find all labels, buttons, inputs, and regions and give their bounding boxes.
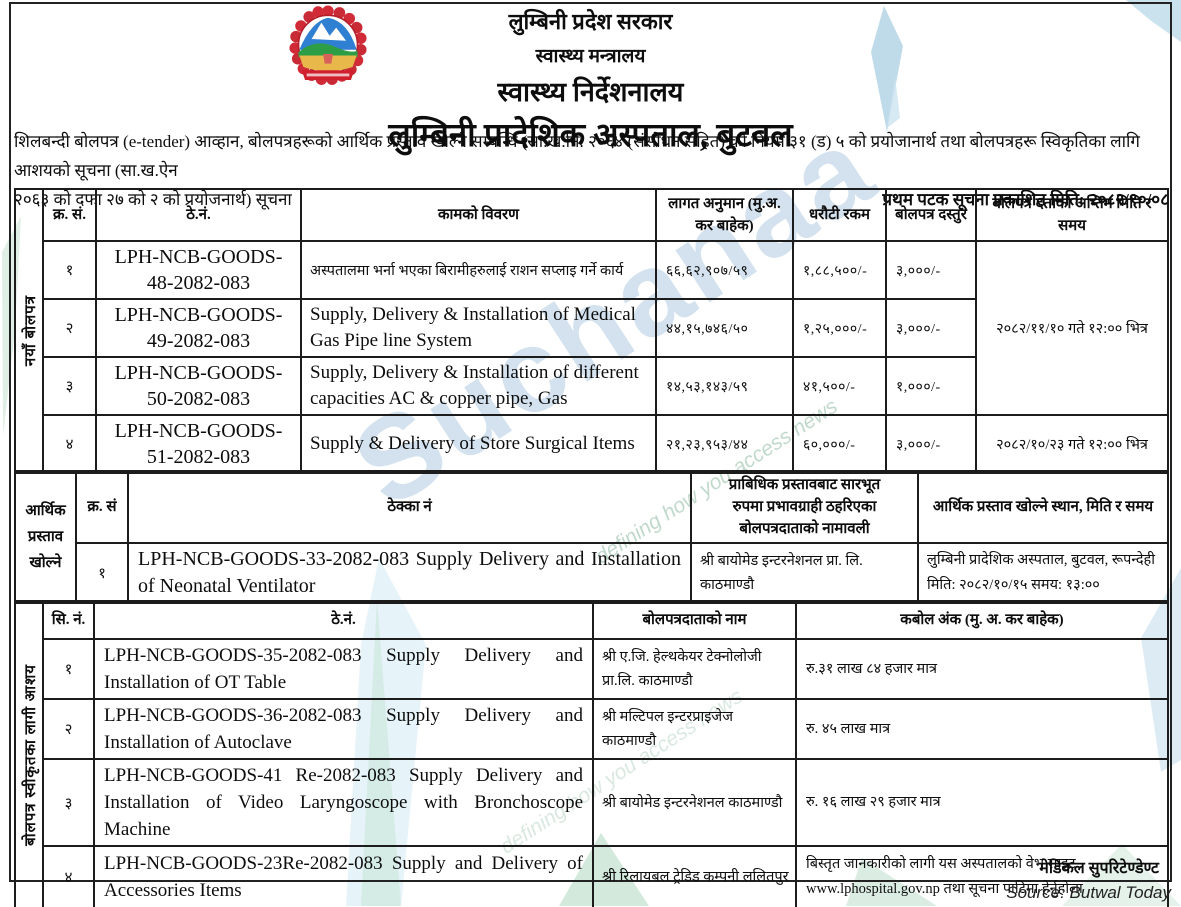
row-estimate: १४,५३,१४३/५९ — [655, 356, 794, 416]
nepal-emblem-logo — [289, 5, 367, 85]
col-header-fee: बोलपत्र दस्तुर — [885, 188, 977, 242]
row-amount: रु. १६ लाख २९ हजार मात्र — [795, 758, 1169, 847]
everest — [311, 22, 347, 41]
row-fee: ३,०००/- — [885, 298, 977, 358]
row-sn: १ — [42, 240, 97, 300]
col-header-sn: क्र. सं. — [42, 188, 97, 242]
table-row: ३ LPH-NCB-GOODS-50-2082-083 Supply, Deli… — [15, 356, 1168, 416]
signatory-title: मेडिकल सुपरिटेण्डेण्ट — [1039, 860, 1159, 877]
col-header-contract: ठे.नं. — [93, 600, 594, 640]
row-bidder: श्री मल्टिपल इन्टरप्राइजेज काठमाण्डौ — [592, 698, 797, 760]
col-header-sn: सि. नं. — [42, 600, 95, 640]
row-venue: लुम्बिनी प्रादेशिक अस्पताल, बुटवल, रूपन्… — [917, 542, 1169, 604]
intro-line-1: शिलबन्दी बोलपत्र (e-tender) आव्हान, बोलप… — [14, 132, 1140, 180]
row-contract: LPH-NCB-GOODS-50-2082-083 — [95, 356, 302, 416]
row-contract: LPH-NCB-GOODS-35-2082-083 Supply Deliver… — [93, 638, 594, 700]
row-deposit: १,२५,०००/- — [792, 298, 887, 358]
row-desc: Supply, Delivery & Installation of Medic… — [300, 298, 657, 358]
col-header-estimate: लागत अनुमान (मु.अ. कर बाहेक) — [655, 188, 794, 242]
col-header-bidders: प्राबिधिक प्रस्तावबाट सारभूत रुपमा प्रभा… — [690, 470, 919, 544]
hills — [298, 43, 358, 58]
row-sn: ३ — [42, 356, 97, 416]
col-header-contract: ठेक्का नं — [127, 470, 692, 544]
ministry-name: स्वास्थ्य मन्त्रालय — [535, 46, 646, 67]
venue-place: लुम्बिनी प्रादेशिक अस्पताल, बुटवल, रूपन्… — [927, 552, 1156, 568]
row-contract: LPH-NCB-GOODS-51-2082-083 — [95, 414, 302, 474]
table1-side-label: नयाँ बोलपत्र — [14, 188, 44, 474]
row-contract: LPH-NCB-GOODS-49-2082-083 — [95, 298, 302, 358]
row-bidder: श्री रिलायबल ट्रेडिड कम्पनी ललितपुर — [592, 845, 797, 907]
new-tenders-table: नयाँ बोलपत्र क्र. सं. ठे.नं. कामको विवरण… — [14, 188, 1169, 474]
row-sn: १ — [75, 542, 129, 604]
row-sn: १ — [42, 638, 95, 700]
letterhead: लुम्बिनी प्रदेश सरकार स्वास्थ्य मन्त्राल… — [0, 6, 1181, 156]
table2-side-label: आर्थिक प्रस्ताव खोल्ने — [14, 470, 77, 604]
row-contract: LPH-NCB-GOODS-33-2082-083 Supply Deliver… — [127, 542, 692, 604]
col-header-desc: कामको विवरण — [300, 188, 657, 242]
table-row: १ LPH-NCB-GOODS-33-2082-083 Supply Deliv… — [15, 542, 1169, 604]
row-contract: LPH-NCB-GOODS-41 Re-2082-083 Supply Deli… — [93, 758, 594, 847]
row-estimate: ४४,१५,७४६/५० — [655, 298, 794, 358]
map-shape — [323, 53, 333, 64]
col-header-deposit: धरौटी रकम — [792, 188, 887, 242]
row-sn: ४ — [42, 845, 95, 907]
table-row: १ LPH-NCB-GOODS-35-2082-083 Supply Deliv… — [15, 638, 1169, 700]
row-estimate: ६६,६२,९०७/५९ — [655, 240, 794, 300]
intent-to-award-table: बोलपत्र स्वीकृतका लागी आशय सि. नं. ठे.नं… — [14, 600, 1169, 907]
row-estimate: २१,२३,९५३/४४ — [655, 414, 794, 474]
row-bidder: श्री बायोमेड इन्टरनेशनल प्रा. लि. काठमाण… — [690, 542, 919, 604]
row-desc: Supply & Delivery of Store Surgical Item… — [300, 414, 657, 474]
row-amount: रु. ४५ लाख मात्र — [795, 698, 1169, 760]
table3-side-label: बोलपत्र स्वीकृतका लागी आशय — [14, 600, 44, 907]
row-desc: अस्पतालमा भर्ना भएका बिरामीहरुलाई राशन स… — [300, 240, 657, 300]
table-row: १ LPH-NCB-GOODS-48-2082-083 अस्पतालमा भर… — [15, 240, 1169, 416]
col-header-amount: कबोल अंक (मु. अ. कर बाहेक) — [795, 600, 1169, 640]
col-header-sn: क्र. सं — [75, 470, 129, 544]
row-fee: ३,०००/- — [885, 414, 977, 474]
row-bidder: श्री ए.जि. हेल्थकेयर टेक्नोलोजी प्रा.लि.… — [592, 638, 797, 700]
row-fee: १,०००/- — [885, 356, 977, 416]
row-fee: ३,०००/- — [885, 240, 977, 300]
col-header-deadline: बोलपत्र दर्ताको अन्तिम मिति र समय — [975, 188, 1169, 242]
col-header-contract: ठे.नं. — [95, 188, 302, 242]
row-amount: रु.३१ लाख ८४ हजार मात्र — [795, 638, 1169, 700]
table-row: २ LPH-NCB-GOODS-36-2082-083 Supply Deliv… — [15, 698, 1169, 760]
row-deposit: १,८८,५००/- — [792, 240, 887, 300]
row-bidder: श्री बायोमेड इन्टरनेशनल काठमाण्डौ — [592, 758, 797, 847]
row-amount: बिस्तृत जानकारीको लागी यस अस्पतालको वेभ … — [795, 845, 1169, 907]
row-contract: LPH-NCB-GOODS-36-2082-083 Supply Deliver… — [93, 698, 594, 760]
directorate-name: स्वास्थ्य निर्देशनालय — [497, 77, 684, 107]
row-contract: LPH-NCB-GOODS-48-2082-083 — [95, 240, 302, 300]
row-deposit: ४१,५००/- — [792, 356, 887, 416]
venue-datetime: मिति: २०८२/१०/१५ समय: १३:०० — [927, 577, 1100, 593]
financial-proposal-table: आर्थिक प्रस्ताव खोल्ने क्र. सं ठेक्का नं… — [14, 470, 1169, 604]
col-header-venue: आर्थिक प्रस्ताव खोल्ने स्थान, मिति र समय — [917, 470, 1169, 544]
row-sn: २ — [42, 298, 97, 358]
row-sn: ३ — [42, 758, 95, 847]
deadline-row-4: २०८२/१०/२३ गते १२:०० भित्र — [975, 414, 1169, 474]
table-row: ३ LPH-NCB-GOODS-41 Re-2082-083 Supply De… — [15, 758, 1169, 847]
table-row: ४ LPH-NCB-GOODS-51-2082-083 Supply & Del… — [15, 414, 1169, 474]
table-row: ४ LPH-NCB-GOODS-23Re-2082-083 Supply and… — [15, 845, 1169, 907]
col-header-bidder: बोलपत्रदाताको नाम — [592, 600, 797, 640]
table-row: २ LPH-NCB-GOODS-49-2082-083 Supply, Deli… — [15, 298, 1168, 358]
hospital-name: लुम्बिनी प्रादेशिक अस्पताल, बुटवल — [388, 118, 793, 154]
row-sn: २ — [42, 698, 95, 760]
row-deposit: ६०,०००/- — [792, 414, 887, 474]
row-desc: Supply, Delivery & Installation of diffe… — [300, 356, 657, 416]
deadline-rows-1-3: २०८२/११/१० गते १२:०० भित्र — [975, 240, 1169, 416]
row-contract: LPH-NCB-GOODS-23Re-2082-083 Supply and D… — [93, 845, 594, 907]
row-sn: ४ — [42, 414, 97, 474]
government-name: लुम्बिनी प्रदेश सरकार — [508, 9, 673, 34]
source-credit: Source: Butwal Today — [1006, 883, 1171, 902]
